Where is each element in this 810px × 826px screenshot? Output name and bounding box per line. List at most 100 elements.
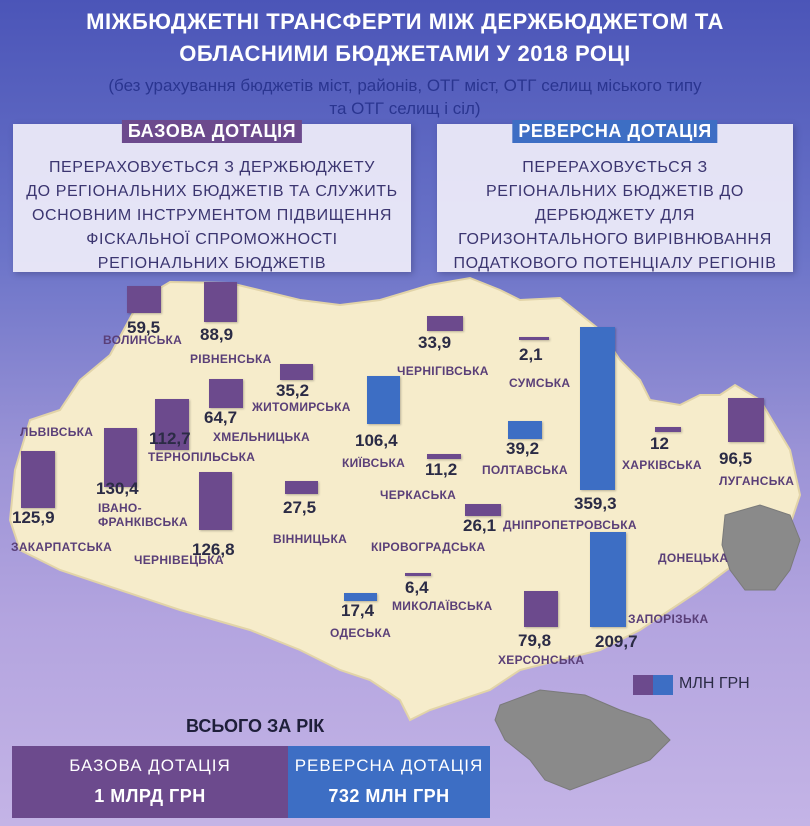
region-bar bbox=[155, 398, 189, 450]
region-value-label: 26,1 bbox=[463, 516, 497, 535]
reverse-desc-line: ПОДАТКОВОГО ПОТЕНЦІАЛУ РЕГІОНІВ bbox=[453, 255, 777, 272]
region-bar bbox=[524, 590, 558, 627]
total-reverse-value: 732 МЛН ГРН bbox=[328, 786, 450, 806]
region-name-label: ТЕРНОПІЛЬСЬКА bbox=[148, 450, 256, 464]
base-desc-line: РЕГІОНАЛЬНИХ БЮДЖЕТІВ bbox=[97, 255, 327, 272]
subtitle: (без урахування бюджетів міст, районів, … bbox=[0, 74, 810, 120]
region-name-label: ЛЬВІВСЬКА bbox=[20, 425, 94, 439]
region-name-label: КІРОВОГРАДСЬКА bbox=[371, 540, 486, 554]
region-value-label: 27,5 bbox=[283, 498, 317, 517]
base-desc-line: ФІСКАЛЬНОЇ СПРОМОЖНОСТІ bbox=[86, 231, 338, 248]
region-name-label: ЧЕРНІВЕЦЬКА bbox=[134, 553, 224, 567]
region-value-label: 126,8 bbox=[192, 540, 235, 559]
region-value-label: 12 bbox=[650, 434, 669, 453]
region-name-label: ОДЕСЬКА bbox=[330, 626, 392, 640]
region-bar bbox=[728, 398, 764, 442]
region-name-label: ДОНЕЦЬКА bbox=[658, 551, 729, 565]
region-value-label: 88,9 bbox=[200, 325, 234, 344]
reverse-desc-line: ПЕРЕРАХОВУЄТЬСЯ З bbox=[522, 159, 708, 176]
region-bar bbox=[655, 426, 681, 432]
region-value-label: 130,4 bbox=[96, 479, 139, 498]
region-bar bbox=[519, 337, 549, 340]
region-name-label: ХМЕЛЬНИЦЬКА bbox=[213, 430, 311, 444]
region-bar bbox=[21, 450, 55, 508]
reverse-subsidy-tag: РЕВЕРСНА ДОТАЦІЯ bbox=[512, 120, 718, 143]
region-name-label: ВІННИЦЬКА bbox=[273, 532, 348, 546]
region-bar bbox=[127, 285, 161, 313]
region-name-label: ЛУГАНСЬКА bbox=[719, 474, 795, 488]
total-reverse-label: РЕВЕРСНА ДОТАЦІЯ bbox=[294, 756, 484, 775]
region-bar bbox=[285, 481, 318, 494]
region-bar bbox=[367, 375, 400, 424]
region-bar bbox=[104, 427, 137, 487]
region-value-label: 125,9 bbox=[12, 508, 55, 527]
region-value-label: 6,4 bbox=[405, 578, 429, 597]
region-bar bbox=[344, 593, 377, 601]
region-name-label: КИЇВСЬКА bbox=[342, 456, 406, 470]
region-value-label: 79,8 bbox=[518, 631, 552, 650]
region-name-label: МИКОЛАЇВСЬКА bbox=[392, 599, 493, 613]
total-base-box: БАЗОВА ДОТАЦІЯ 1 МЛРД ГРН bbox=[12, 746, 288, 818]
region-name-label: ЧЕРНІГІВСЬКА bbox=[397, 364, 489, 378]
region-bar bbox=[204, 281, 237, 322]
region-value-label: 35,2 bbox=[276, 381, 310, 400]
region-value-label: 2,1 bbox=[519, 345, 543, 364]
region-value-label: 59,5 bbox=[127, 318, 161, 337]
region-value-label: 17,4 bbox=[341, 601, 375, 620]
reverse-desc-line: РЕГІОНАЛЬНИХ БЮДЖЕТІВ ДО bbox=[486, 183, 744, 200]
reverse-desc-line: ДЕРБЮДЖЕТУ ДЛЯ bbox=[534, 207, 696, 224]
region-name-label: ЧЕРКАСЬКА bbox=[380, 488, 457, 502]
base-desc-line: ОСНОВНИМ ІНСТРУМЕНТОМ ПІДВИЩЕННЯ bbox=[31, 207, 393, 224]
legend-swatch-base bbox=[633, 675, 653, 695]
subtitle-line-2: та ОТГ селищ і сіл) bbox=[329, 99, 481, 118]
region-bar bbox=[465, 504, 501, 516]
region-value-label: 33,9 bbox=[418, 333, 452, 352]
region-bar bbox=[405, 573, 431, 576]
base-subsidy-panel: БАЗОВА ДОТАЦІЯ ПЕРЕРАХОВУЄТЬСЯ З ДЕРЖБЮД… bbox=[13, 120, 411, 272]
occupied-territory bbox=[721, 504, 801, 591]
region-value-label: 112,7 bbox=[149, 429, 191, 448]
region-name-label: ЗАПОРІЗЬКА bbox=[628, 612, 709, 626]
region-name-label: ХАРКІВСЬКА bbox=[622, 458, 702, 472]
reverse-desc-line: ГОРИЗОНТАЛЬНОГО ВИРІВНЮВАННЯ bbox=[458, 231, 772, 248]
base-subsidy-description: ПЕРЕРАХОВУЄТЬСЯ З ДЕРЖБЮДЖЕТУ ДО РЕГІОНА… bbox=[13, 156, 411, 276]
region-name-label: ЗАКАРПАТСЬКА bbox=[11, 540, 113, 554]
legend-swatch-reverse bbox=[653, 675, 673, 695]
region-bar bbox=[580, 326, 615, 490]
region-value-label: 106,4 bbox=[355, 431, 398, 450]
total-reverse-box: РЕВЕРСНА ДОТАЦІЯ 732 МЛН ГРН bbox=[288, 746, 490, 818]
region-name-label: ПОЛТАВСЬКА bbox=[482, 463, 568, 477]
region-bar bbox=[427, 315, 463, 331]
crimea bbox=[494, 689, 671, 791]
subtitle-line-1: (без урахування бюджетів міст, районів, … bbox=[108, 76, 702, 95]
region-bar bbox=[508, 421, 542, 439]
base-desc-line: ПЕРЕРАХОВУЄТЬСЯ З ДЕРЖБЮДЖЕТУ bbox=[48, 159, 376, 176]
title-line-2: ОБЛАСНИМИ БЮДЖЕТАМИ У 2018 РОЦІ bbox=[179, 41, 631, 66]
region-bar bbox=[427, 453, 461, 459]
region-value-label: 209,7 bbox=[595, 632, 638, 651]
region-value-label: 96,5 bbox=[719, 449, 753, 468]
region-bar bbox=[209, 378, 243, 408]
region-name-label: ХЕРСОНСЬКА bbox=[498, 653, 585, 667]
reverse-subsidy-panel: РЕВЕРСНА ДОТАЦІЯ ПЕРЕРАХОВУЄТЬСЯ З РЕГІО… bbox=[437, 120, 793, 272]
page-title: МІЖБЮДЖЕТНІ ТРАНСФЕРТИ МІЖ ДЕРЖБЮДЖЕТОМ … bbox=[0, 6, 810, 70]
region-value-label: 39,2 bbox=[506, 439, 540, 458]
title-line-1: МІЖБЮДЖЕТНІ ТРАНСФЕРТИ МІЖ ДЕРЖБЮДЖЕТОМ … bbox=[86, 9, 724, 34]
region-value-label: 359,3 bbox=[574, 494, 617, 513]
region-value-label: 64,7 bbox=[204, 408, 238, 427]
region-name-label: СУМСЬКА bbox=[509, 376, 571, 390]
base-desc-line: ДО РЕГІОНАЛЬНИХ БЮДЖЕТІВ ТА СЛУЖИТЬ bbox=[26, 183, 398, 200]
base-subsidy-tag: БАЗОВА ДОТАЦІЯ bbox=[121, 120, 303, 143]
region-name-label: ВОЛИНСЬКА bbox=[103, 333, 183, 347]
region-value-label: 11,2 bbox=[425, 460, 458, 479]
reverse-subsidy-description: ПЕРЕРАХОВУЄТЬСЯ З РЕГІОНАЛЬНИХ БЮДЖЕТІВ … bbox=[437, 156, 793, 276]
region-name-label: ДНІПРОПЕТРОВСЬКА bbox=[503, 518, 637, 532]
region-bar bbox=[280, 363, 313, 380]
total-base-value: 1 МЛРД ГРН bbox=[94, 786, 206, 806]
region-name-label: ЖИТОМИРСЬКА bbox=[252, 400, 351, 414]
totals-heading: ВСЬОГО ЗА РІК bbox=[186, 716, 325, 736]
region-bar bbox=[590, 531, 626, 627]
region-name-label: ІВАНО- ФРАНКІВСЬКА bbox=[98, 501, 188, 529]
region-name-label: РІВНЕНСЬКА bbox=[190, 352, 272, 366]
region-bar bbox=[199, 472, 232, 530]
